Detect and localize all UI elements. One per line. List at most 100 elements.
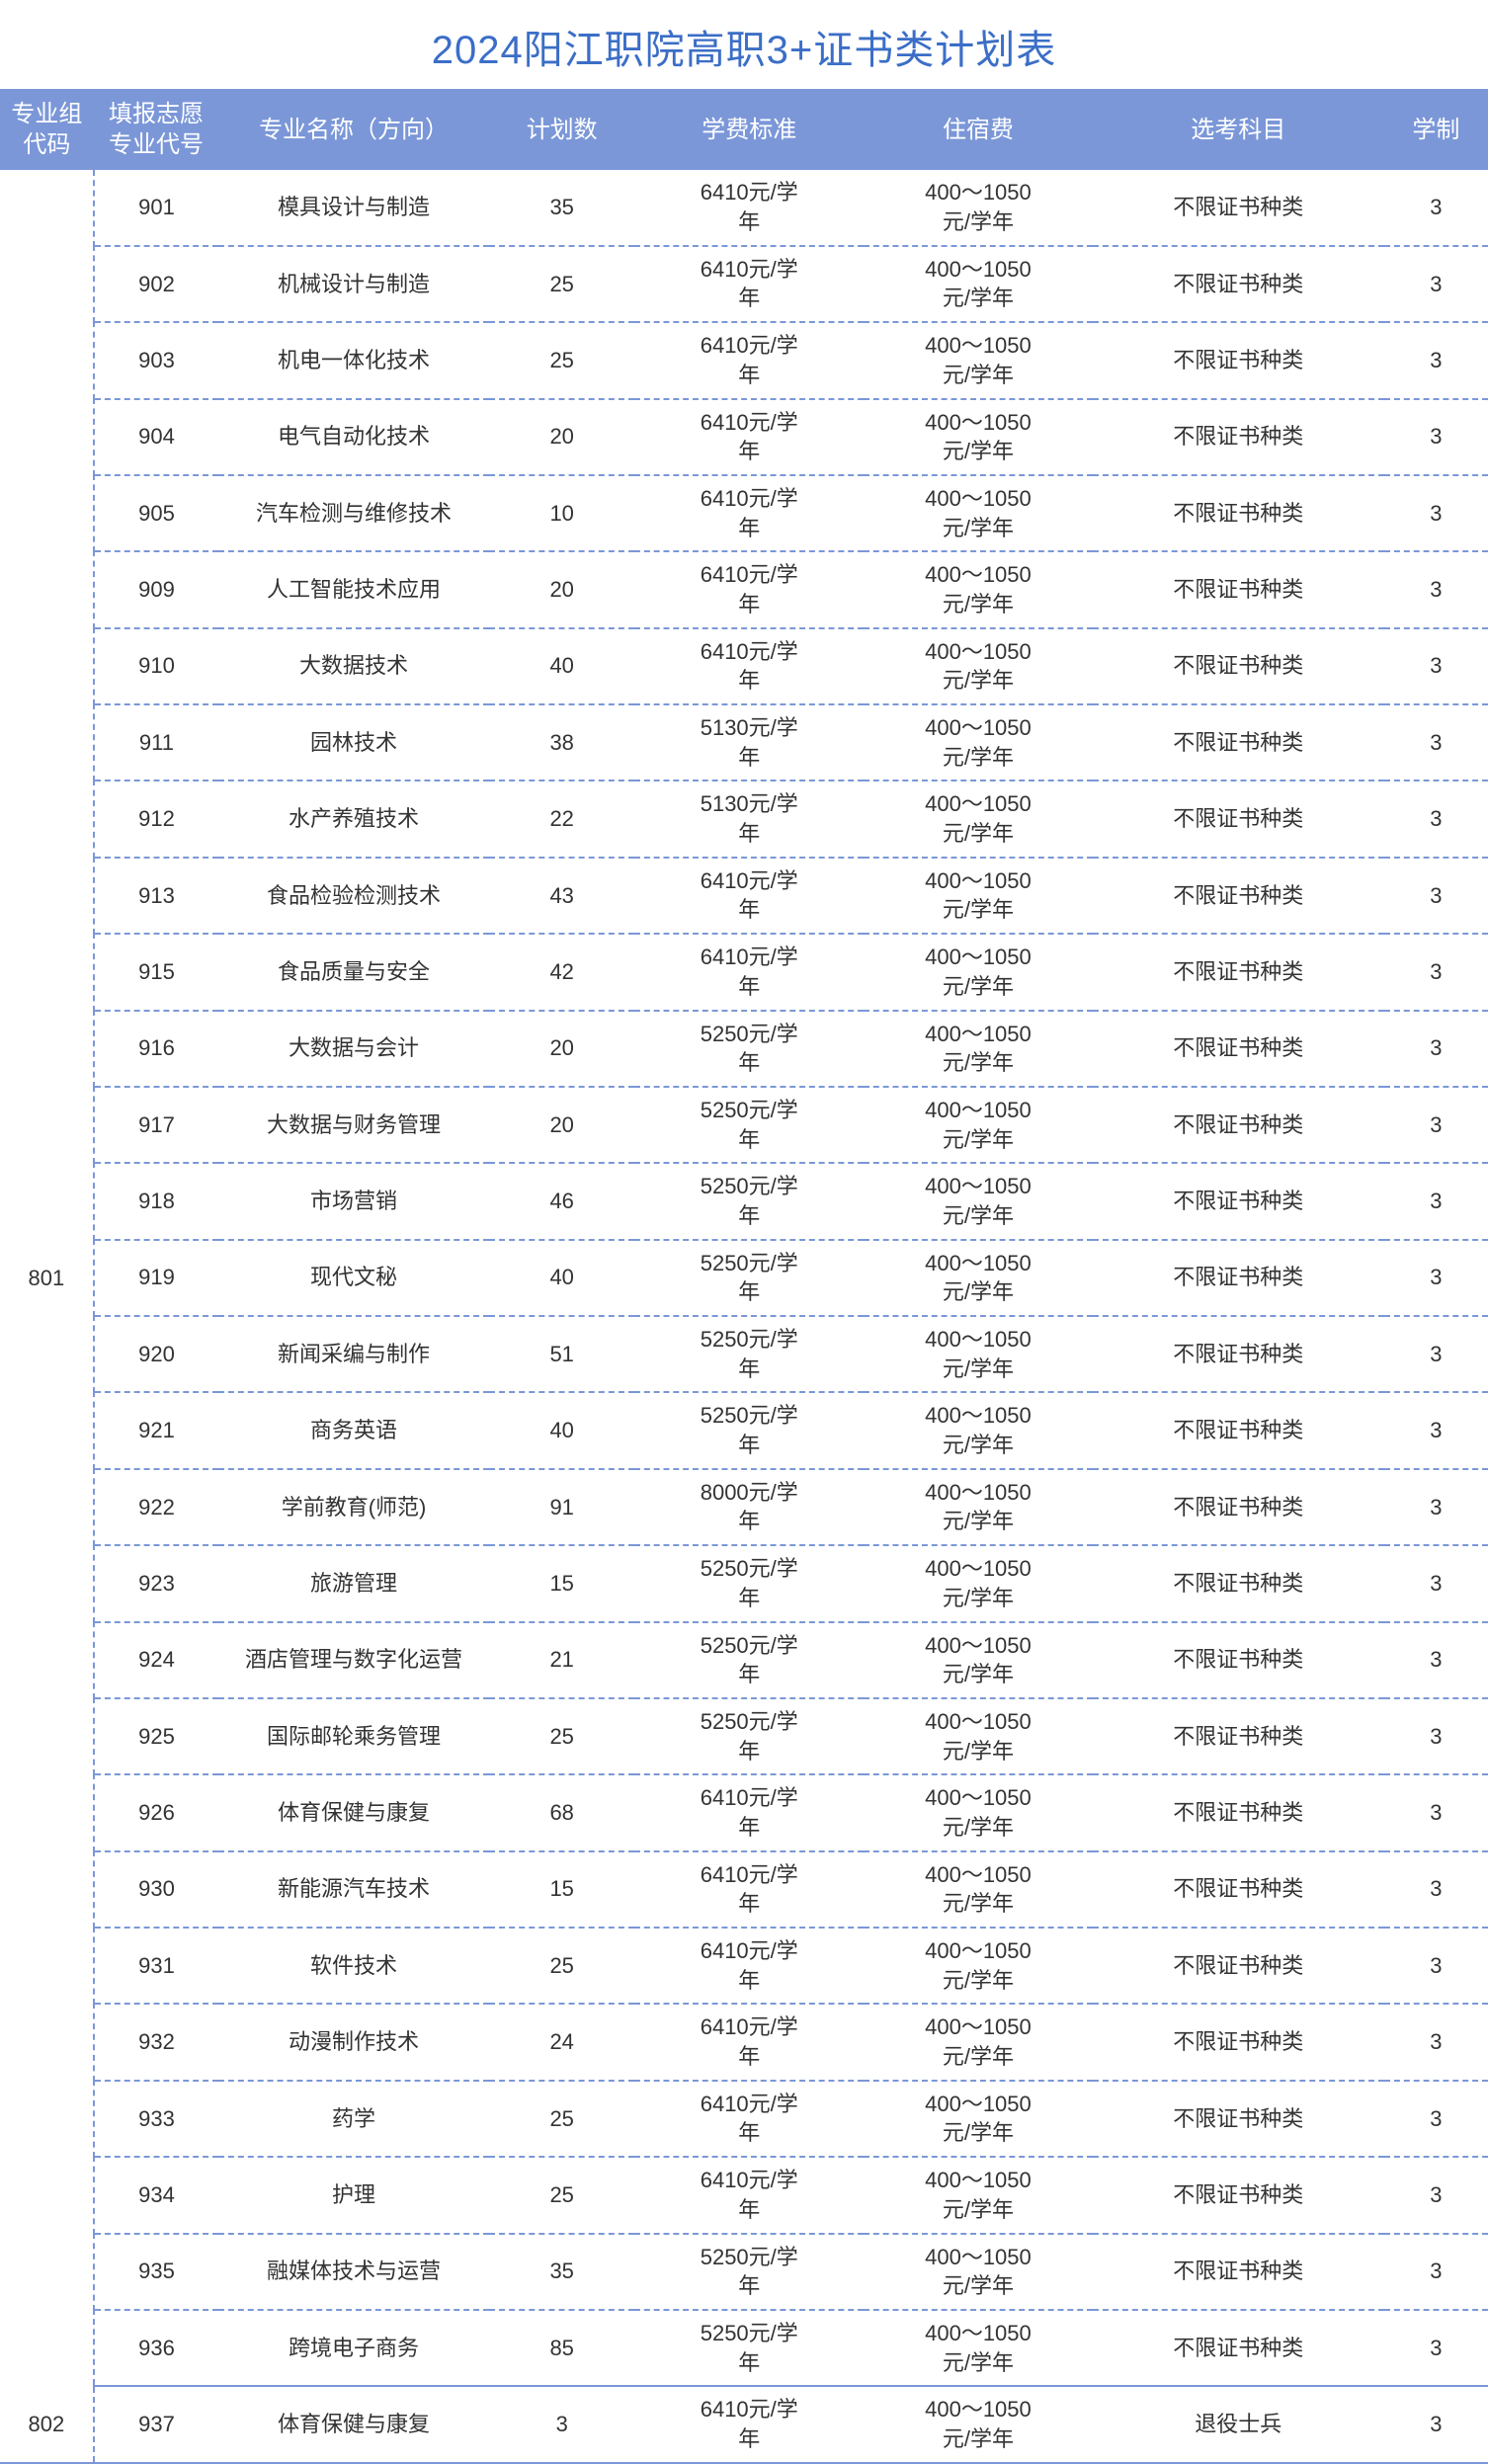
major-name-cell: 新闻采编与制作: [218, 1316, 489, 1392]
major-name-cell: 电气自动化技术: [218, 399, 489, 475]
exam-subject-cell: 不限证书种类: [1093, 1698, 1384, 1774]
tuition-cell: 6410元/学年: [634, 399, 864, 475]
exam-subject-cell: 不限证书种类: [1093, 2157, 1384, 2233]
years-cell: 3: [1384, 780, 1488, 857]
dorm-fee-cell: 400～1050元/学年: [864, 1163, 1093, 1239]
tuition-cell: 6410元/学年: [634, 475, 864, 551]
major-name-cell: 融媒体技术与运营: [218, 2234, 489, 2310]
apply-code-cell: 910: [94, 628, 218, 704]
plan-count-cell: 40: [489, 628, 634, 704]
exam-subject-cell: 不限证书种类: [1093, 1011, 1384, 1087]
major-name-cell: 体育保健与康复: [218, 1774, 489, 1850]
major-name-cell: 水产养殖技术: [218, 780, 489, 857]
table-header-row: 专业组代码 填报志愿专业代号 专业名称（方向） 计划数 学费标准 住宿费 选考科…: [0, 89, 1488, 170]
tuition-cell: 6410元/学年: [634, 934, 864, 1010]
plan-count-cell: 85: [489, 2310, 634, 2386]
table-row: 910大数据技术406410元/学年400～1050元/学年不限证书种类3: [0, 628, 1488, 704]
exam-subject-cell: 不限证书种类: [1093, 1851, 1384, 1928]
dorm-fee-cell: 400～1050元/学年: [864, 1087, 1093, 1163]
table-row: 801901模具设计与制造356410元/学年400～1050元/学年不限证书种…: [0, 170, 1488, 245]
major-name-cell: 酒店管理与数字化运营: [218, 1622, 489, 1698]
dorm-fee-cell: 400～1050元/学年: [864, 475, 1093, 551]
tuition-cell: 5250元/学年: [634, 2234, 864, 2310]
dorm-fee-cell: 400～1050元/学年: [864, 1698, 1093, 1774]
table-row: 918市场营销465250元/学年400～1050元/学年不限证书种类3: [0, 1163, 1488, 1239]
plan-count-cell: 3: [489, 2386, 634, 2462]
plan-count-cell: 35: [489, 170, 634, 245]
tuition-cell: 6410元/学年: [634, 2386, 864, 2462]
years-cell: 3: [1384, 1469, 1488, 1545]
tuition-cell: 5250元/学年: [634, 1698, 864, 1774]
apply-code-cell: 903: [94, 322, 218, 398]
major-name-cell: 跨境电子商务: [218, 2310, 489, 2386]
table-row: 917大数据与财务管理205250元/学年400～1050元/学年不限证书种类3: [0, 1087, 1488, 1163]
plan-count-cell: 25: [489, 322, 634, 398]
years-cell: 3: [1384, 246, 1488, 322]
dorm-fee-cell: 400～1050元/学年: [864, 1928, 1093, 2004]
plan-count-cell: 20: [489, 551, 634, 627]
major-name-cell: 护理: [218, 2157, 489, 2233]
plan-count-cell: 10: [489, 475, 634, 551]
plan-count-cell: 43: [489, 858, 634, 934]
table-row: 802937体育保健与康复36410元/学年400～1050元/学年退役士兵3: [0, 2386, 1488, 2462]
apply-code-cell: 925: [94, 1698, 218, 1774]
major-name-cell: 大数据与财务管理: [218, 1087, 489, 1163]
tuition-cell: 6410元/学年: [634, 858, 864, 934]
dorm-fee-cell: 400～1050元/学年: [864, 1392, 1093, 1468]
dorm-fee-cell: 400～1050元/学年: [864, 628, 1093, 704]
tuition-cell: 6410元/学年: [634, 1928, 864, 2004]
tuition-cell: 5250元/学年: [634, 1316, 864, 1392]
plan-count-cell: 25: [489, 1698, 634, 1774]
major-name-cell: 药学: [218, 2081, 489, 2157]
plan-count-cell: 25: [489, 246, 634, 322]
major-name-cell: 体育保健与康复: [218, 2386, 489, 2462]
dorm-fee-cell: 400～1050元/学年: [864, 1622, 1093, 1698]
apply-code-cell: 934: [94, 2157, 218, 2233]
major-name-cell: 汽车检测与维修技术: [218, 475, 489, 551]
major-name-cell: 食品质量与安全: [218, 934, 489, 1010]
table-row: 913食品检验检测技术436410元/学年400～1050元/学年不限证书种类3: [0, 858, 1488, 934]
apply-code-cell: 920: [94, 1316, 218, 1392]
years-cell: 3: [1384, 2157, 1488, 2233]
exam-subject-cell: 不限证书种类: [1093, 246, 1384, 322]
apply-code-cell: 912: [94, 780, 218, 857]
years-cell: 3: [1384, 551, 1488, 627]
table-row: 912水产养殖技术225130元/学年400～1050元/学年不限证书种类3: [0, 780, 1488, 857]
years-cell: 3: [1384, 475, 1488, 551]
dorm-fee-cell: 400～1050元/学年: [864, 1469, 1093, 1545]
major-name-cell: 新能源汽车技术: [218, 1851, 489, 1928]
tuition-cell: 5250元/学年: [634, 1545, 864, 1621]
years-cell: 3: [1384, 1851, 1488, 1928]
years-cell: 3: [1384, 1163, 1488, 1239]
major-name-cell: 动漫制作技术: [218, 2004, 489, 2080]
dorm-fee-cell: 400～1050元/学年: [864, 1545, 1093, 1621]
tuition-cell: 6410元/学年: [634, 322, 864, 398]
dorm-fee-cell: 400～1050元/学年: [864, 934, 1093, 1010]
apply-code-cell: 905: [94, 475, 218, 551]
apply-code-cell: 919: [94, 1240, 218, 1316]
plan-count-cell: 22: [489, 780, 634, 857]
apply-code-cell: 918: [94, 1163, 218, 1239]
exam-subject-cell: 不限证书种类: [1093, 170, 1384, 245]
years-cell: 3: [1384, 322, 1488, 398]
plan-count-cell: 51: [489, 1316, 634, 1392]
exam-subject-cell: 不限证书种类: [1093, 2310, 1384, 2386]
apply-code-cell: 915: [94, 934, 218, 1010]
apply-code-cell: 933: [94, 2081, 218, 2157]
plan-count-cell: 25: [489, 1928, 634, 2004]
dorm-fee-cell: 400～1050元/学年: [864, 780, 1093, 857]
col-plan-count: 计划数: [489, 89, 634, 170]
plan-table: 专业组代码 填报志愿专业代号 专业名称（方向） 计划数 学费标准 住宿费 选考科…: [0, 89, 1488, 2464]
major-name-cell: 机电一体化技术: [218, 322, 489, 398]
exam-subject-cell: 不限证书种类: [1093, 1622, 1384, 1698]
plan-count-cell: 20: [489, 1087, 634, 1163]
exam-subject-cell: 不限证书种类: [1093, 1469, 1384, 1545]
plan-count-cell: 40: [489, 1240, 634, 1316]
years-cell: 3: [1384, 2310, 1488, 2386]
col-group-code: 专业组代码: [0, 89, 94, 170]
exam-subject-cell: 不限证书种类: [1093, 2081, 1384, 2157]
dorm-fee-cell: 400～1050元/学年: [864, 1316, 1093, 1392]
table-row: 905汽车检测与维修技术106410元/学年400～1050元/学年不限证书种类…: [0, 475, 1488, 551]
years-cell: 3: [1384, 1774, 1488, 1850]
dorm-fee-cell: 400～1050元/学年: [864, 322, 1093, 398]
